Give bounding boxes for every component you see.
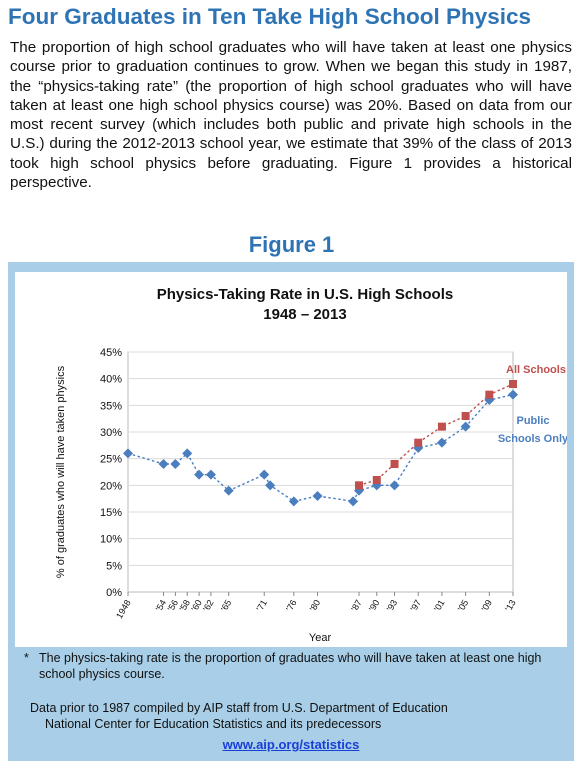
data-point-public-schools: [223, 485, 234, 496]
data-point-public-schools: [158, 459, 169, 469]
y-tick-label: 0%: [106, 587, 122, 599]
data-point-public-schools: [348, 496, 359, 507]
y-tick-label: 40%: [100, 374, 122, 386]
data-point-all-schools: [485, 390, 494, 399]
figure-label: Figure 1: [248, 232, 335, 257]
data-point-all-schools: [414, 438, 423, 447]
x-axis-ticks: 1948'54'56'58'60'62'65'71'76'80'87'90'93…: [114, 592, 518, 620]
x-tick-label: '65: [219, 598, 234, 613]
plot-area: [127, 351, 514, 593]
figure-panel: Physics-Taking Rate in U.S. High Schools…: [8, 262, 574, 761]
y-axis-label: % of graduates who will have taken physi…: [55, 365, 67, 578]
x-tick-label: '90: [367, 598, 382, 613]
data-point-public-schools: [508, 389, 518, 400]
data-point-all-schools: [372, 476, 381, 484]
x-tick-label: '05: [456, 598, 471, 613]
x-tick-label: '76: [284, 598, 299, 613]
data-credit: Data prior to 1987 compiled by AIP staff…: [30, 700, 560, 732]
data-point-all-schools: [390, 460, 399, 468]
headline: Four Graduates in Ten Take High School P…: [8, 4, 532, 29]
footnote-marker: *: [24, 651, 29, 665]
legend-public-line-2: Schools Only: [498, 433, 567, 445]
y-tick-label: 45%: [100, 347, 122, 359]
data-point-public-schools: [205, 469, 216, 480]
x-tick-label: '13: [503, 598, 518, 613]
data-point-public-schools: [123, 448, 133, 459]
x-tick-label: '97: [408, 598, 423, 613]
series-group: [123, 380, 518, 507]
data-point-public-schools: [182, 448, 193, 459]
x-tick-label: '93: [385, 598, 400, 613]
data-point-public-schools: [194, 469, 205, 480]
y-tick-label: 20%: [100, 480, 122, 492]
data-point-all-schools: [461, 412, 470, 420]
data-point-public-schools: [259, 469, 270, 480]
y-axis-ticks: 0% 5% 10% 15% 20% 25% 30% 35% 40% 45%: [100, 347, 122, 599]
series-line-public-schools: [127, 393, 514, 503]
y-tick-label: 35%: [100, 400, 122, 412]
legend-all-schools: All Schools: [506, 364, 566, 376]
chart-title: Physics-Taking Rate in U.S. High Schools: [157, 286, 453, 303]
x-tick-label: '80: [308, 598, 323, 613]
x-axis-label: Year: [309, 632, 332, 644]
intro-paragraph: The proportion of high school graduates …: [10, 39, 572, 192]
x-tick-label: '71: [254, 598, 269, 613]
gridlines: [128, 351, 513, 566]
data-point-public-schools: [389, 480, 400, 491]
data-point-all-schools: [509, 380, 517, 388]
y-tick-label: 30%: [100, 427, 122, 439]
y-tick-label: 5%: [106, 560, 122, 572]
x-tick-label: '87: [349, 598, 364, 613]
x-tick-label: '09: [480, 598, 495, 613]
chart-subtitle: 1948 – 2013: [263, 306, 346, 323]
credit-line-2: National Center for Education Statistics…: [45, 717, 382, 731]
aip-statistics-link[interactable]: www.aip.org/statistics: [222, 737, 360, 752]
data-point-public-schools: [460, 421, 471, 432]
x-tick-label: '01: [432, 598, 447, 613]
legend-public-schools: Public Schools Only: [498, 415, 567, 445]
data-point-public-schools: [371, 480, 382, 491]
y-tick-label: 10%: [100, 534, 122, 546]
physics-rate-chart: Physics-Taking Rate in U.S. High Schools…: [55, 286, 569, 644]
data-point-all-schools: [437, 422, 446, 431]
data-point-public-schools: [436, 437, 447, 448]
y-tick-label: 15%: [100, 507, 122, 519]
footnote-text: The physics-taking rate is the proportio…: [39, 651, 542, 681]
data-point-all-schools: [355, 481, 363, 490]
data-point-public-schools: [288, 496, 299, 507]
credit-line-1: Data prior to 1987 compiled by AIP staff…: [30, 701, 448, 715]
x-tick-label: '62: [201, 598, 216, 613]
data-point-public-schools: [265, 480, 276, 491]
footnote: * The physics-taking rate is the proport…: [24, 650, 564, 682]
legend-public-line-1: Public: [516, 415, 549, 427]
data-point-public-schools: [312, 491, 323, 501]
x-tick-label: 1948: [114, 598, 133, 620]
chart-container: Physics-Taking Rate in U.S. High Schools…: [15, 272, 569, 647]
data-point-public-schools: [170, 459, 181, 469]
y-tick-label: 25%: [100, 454, 122, 466]
